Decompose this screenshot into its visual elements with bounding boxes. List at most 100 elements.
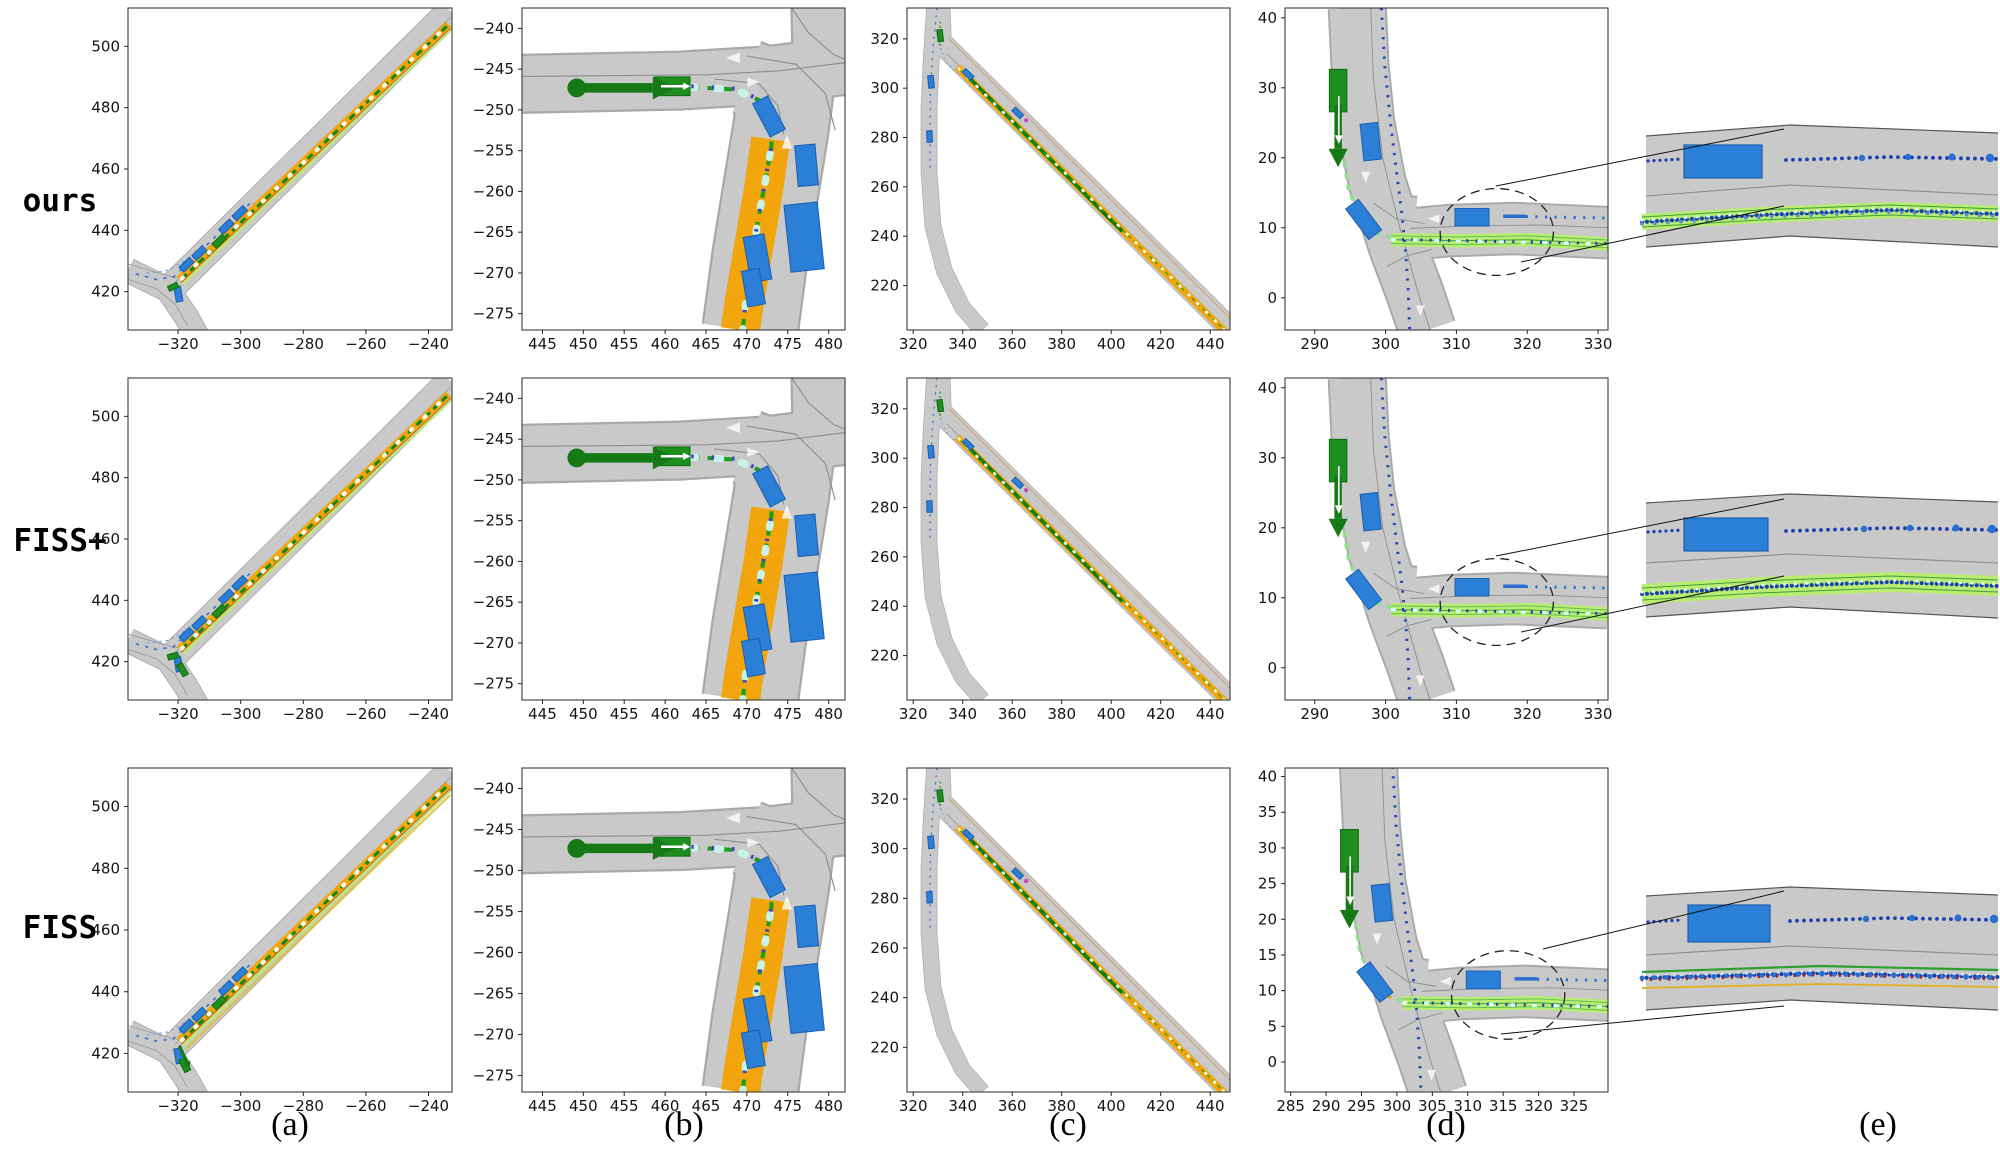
x-tick-label: −240 <box>408 1097 449 1115</box>
row-label-fiss: FISS <box>22 910 98 946</box>
col-label-d: (d) <box>1426 1106 1466 1143</box>
x-tick-label: −280 <box>283 705 324 723</box>
road-marking-arrow <box>1361 171 1371 184</box>
y-tick-label: −250 <box>473 101 514 119</box>
subplot-r2d: 285 290 295 300 305 310 315 320 325 0 5 10 15 20 25 30 3… <box>1258 767 1609 1115</box>
x-tick-label: −320 <box>157 335 198 353</box>
x-tick-label: −320 <box>157 705 198 723</box>
y-tick-label: 10 <box>1258 589 1277 607</box>
y-tick-label: 420 <box>91 653 120 671</box>
x-tick-label: 295 <box>1347 1097 1376 1115</box>
road-marking-arrow <box>781 134 793 149</box>
blue-vehicle <box>751 855 787 899</box>
y-tick-label: 300 <box>870 840 899 858</box>
row-label-fissplus: FISS+ <box>13 523 107 559</box>
x-tick-label: 420 <box>1146 1097 1175 1115</box>
y-tick-label: 500 <box>91 37 120 55</box>
y-tick-label: 220 <box>870 647 899 665</box>
inset-e-row1 <box>1640 493 1999 619</box>
blue-vehicle <box>1359 491 1382 532</box>
inset-lane-divider <box>1645 945 1999 956</box>
x-tick-label: 380 <box>1047 335 1076 353</box>
x-tick-label: 300 <box>1371 705 1400 723</box>
y-tick-label: 460 <box>91 921 120 939</box>
y-tick-label: 35 <box>1258 803 1277 821</box>
x-tick-label: 290 <box>1300 705 1329 723</box>
blue-vehicle <box>794 513 820 558</box>
x-tick-label: 310 <box>1453 1097 1482 1115</box>
x-tick-label: 445 <box>528 335 557 353</box>
scene-r2a <box>128 768 452 1092</box>
y-tick-label: 5 <box>1267 1017 1277 1035</box>
x-tick-label: −260 <box>345 1097 386 1115</box>
x-tick-label: 290 <box>1312 1097 1341 1115</box>
y-tick-label: 30 <box>1258 79 1277 97</box>
x-tick-label: 300 <box>1371 335 1400 353</box>
y-tick-label: 40 <box>1258 768 1277 786</box>
y-tick-label: −255 <box>473 903 514 921</box>
subplot-r0c: 320 340 360 380 400 420 440 220 240 260 280 300 320 <box>870 7 1231 353</box>
y-tick-label: 220 <box>870 1038 899 1056</box>
y-tick-label: −265 <box>473 593 514 611</box>
y-tick-label: 0 <box>1267 659 1277 677</box>
x-tick-label: −260 <box>345 335 386 353</box>
x-tick-label: 400 <box>1097 705 1126 723</box>
blue-vehicle <box>926 500 933 513</box>
x-tick-label: 320 <box>899 335 928 353</box>
y-tick-label: 280 <box>870 499 899 517</box>
y-tick-label: 460 <box>91 530 120 548</box>
green-vehicle <box>211 603 227 620</box>
blue-vehicle <box>178 1018 195 1035</box>
y-tick-label: −270 <box>473 264 514 282</box>
x-tick-label: 320 <box>1513 335 1542 353</box>
x-tick-label: 400 <box>1097 1097 1126 1115</box>
x-tick-label: 445 <box>528 1097 557 1115</box>
subplot-r1b: 445 450 455 460 465 470 475 480 −240 −245 −250 −255… <box>473 377 846 723</box>
x-tick-label: 310 <box>1442 335 1471 353</box>
y-tick-label: −260 <box>473 552 514 570</box>
x-tick-label: 340 <box>948 335 977 353</box>
y-tick-label: 260 <box>870 939 899 957</box>
y-tick-label: 420 <box>91 1044 120 1062</box>
x-tick-label: 330 <box>1584 335 1613 353</box>
blue-vehicle <box>1359 121 1382 162</box>
blue-vehicle <box>927 74 935 89</box>
y-tick-label: 20 <box>1258 910 1277 928</box>
subplot-r1a: −320 −300 −280 −260 −240 420 440 460 480 500 <box>91 377 453 723</box>
x-tick-label: 460 <box>651 705 680 723</box>
x-tick-label: 450 <box>569 705 598 723</box>
y-tick-label: −250 <box>473 862 514 880</box>
x-tick-label: 450 <box>569 1097 598 1115</box>
x-tick-label: −300 <box>220 705 261 723</box>
x-tick-label: 455 <box>610 705 639 723</box>
subplot-r1d: 290 300 310 320 330 0 10 20 30 40 <box>1258 377 1612 723</box>
y-tick-label: −260 <box>473 944 514 962</box>
blue-vehicle <box>926 891 933 904</box>
road-marking-arrow <box>726 422 740 434</box>
road-marking-arrow <box>726 52 740 64</box>
blue-vehicle <box>1683 144 1763 179</box>
scene-r1c <box>920 378 1230 700</box>
scene-r0c <box>920 8 1230 330</box>
y-tick-label: 500 <box>91 407 120 425</box>
blue-vehicle <box>217 588 235 606</box>
y-tick-label: −275 <box>473 1067 514 1085</box>
blue-vehicle <box>1011 866 1025 881</box>
green-vehicle <box>936 398 945 413</box>
road-marking-arrow <box>747 447 760 457</box>
x-tick-label: 420 <box>1146 335 1175 353</box>
subplot-r2b: 445 450 455 460 465 470 475 480 −240 −245 −250 −255… <box>473 767 846 1115</box>
x-tick-label: 475 <box>773 335 802 353</box>
x-tick-label: −320 <box>157 1097 198 1115</box>
y-tick-label: −275 <box>473 675 514 693</box>
x-tick-label: 470 <box>733 335 762 353</box>
y-tick-label: −270 <box>473 634 514 652</box>
y-tick-label: −245 <box>473 60 514 78</box>
y-tick-label: 300 <box>870 449 899 467</box>
blue-vehicle <box>217 218 235 236</box>
x-tick-label: 400 <box>1097 335 1126 353</box>
y-tick-label: 440 <box>91 221 120 239</box>
subplot-r0a: −320 −300 −280 −260 −240 420 440 460 480 500 <box>91 7 453 353</box>
x-tick-label: 290 <box>1300 335 1329 353</box>
x-tick-label: 380 <box>1047 705 1076 723</box>
